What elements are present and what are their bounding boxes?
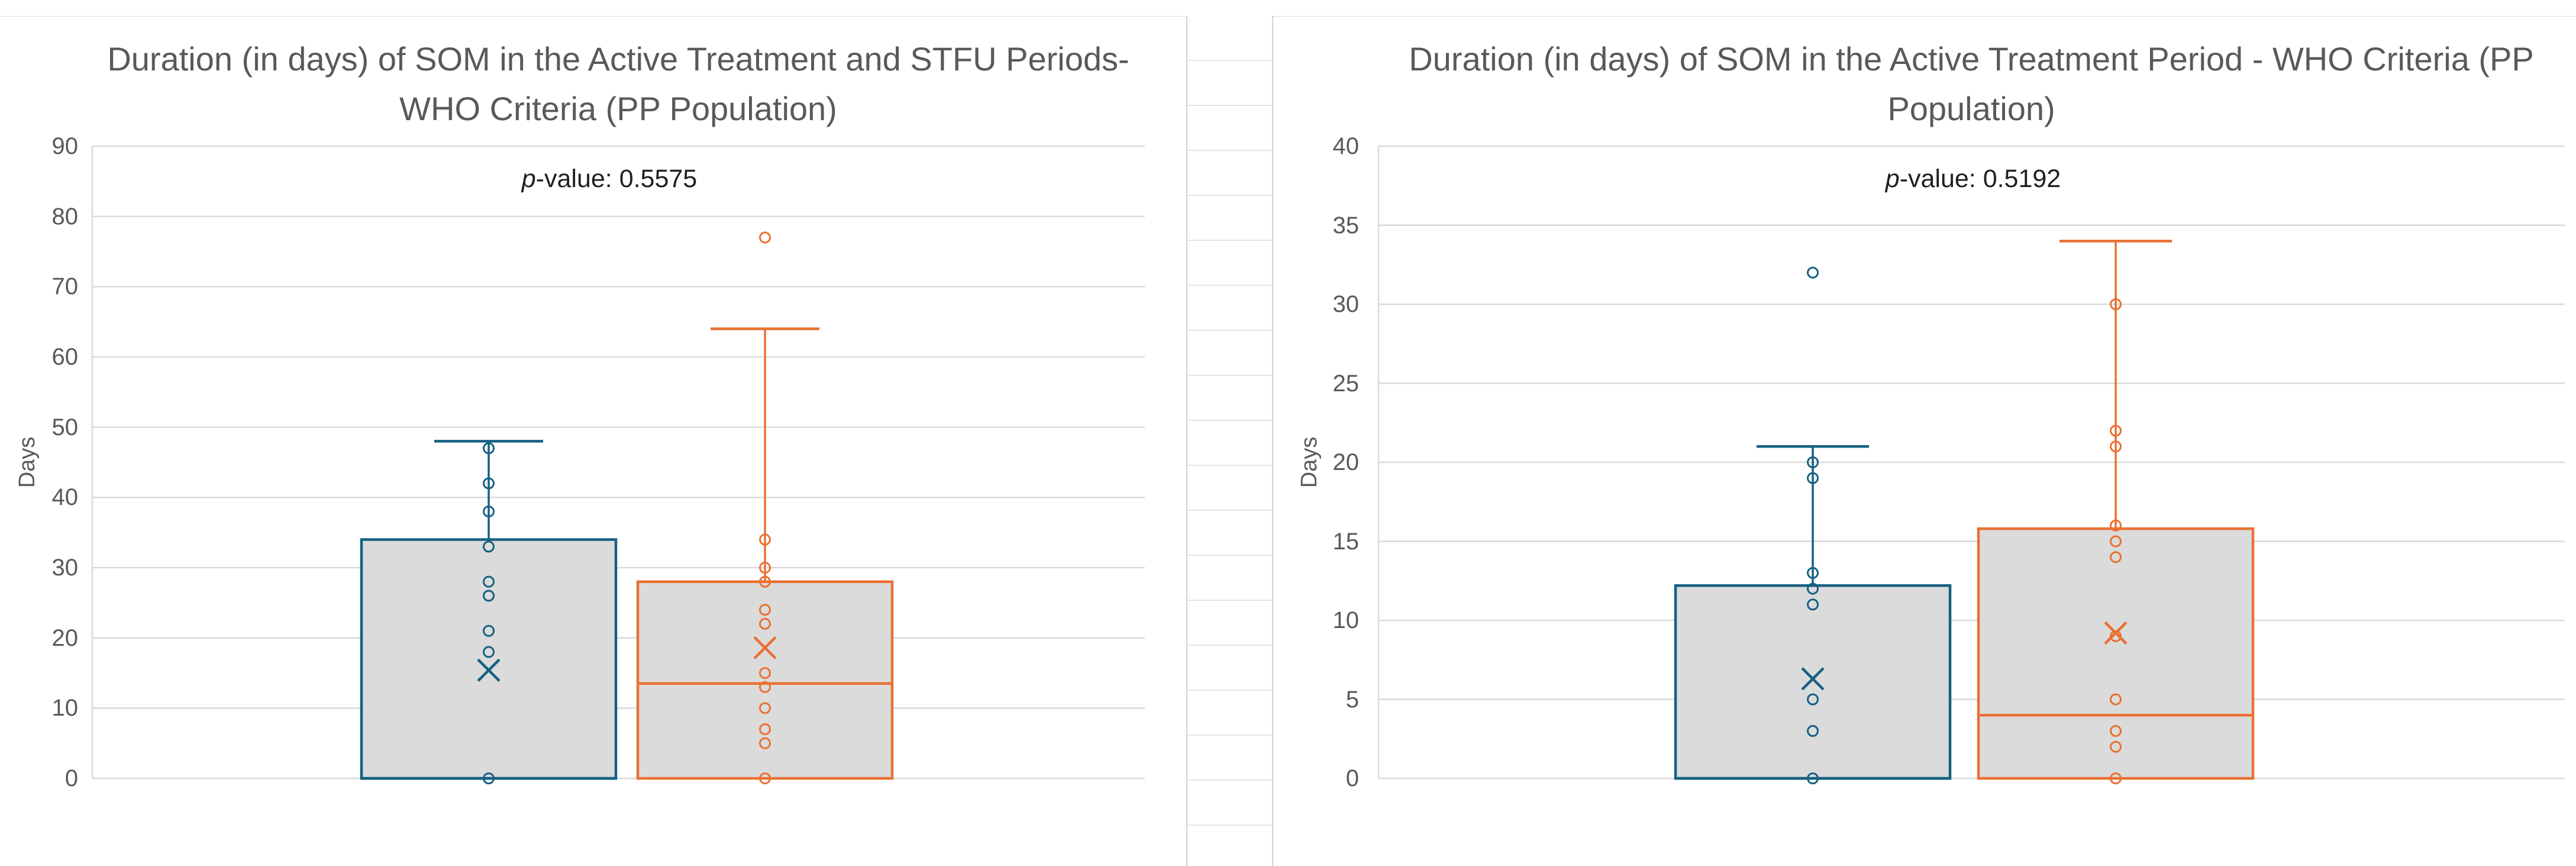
data-point bbox=[483, 442, 495, 455]
data-point bbox=[2110, 741, 2122, 753]
y-tick-label: 20 bbox=[1332, 449, 1360, 475]
data-point bbox=[483, 772, 495, 784]
p-value-annotation[interactable]: p-value: 0.5192 bbox=[1766, 165, 2180, 194]
data-point bbox=[1807, 725, 1819, 737]
data-point bbox=[759, 737, 771, 749]
y-tick-label: 30 bbox=[1332, 291, 1360, 317]
y-tick-label: 40 bbox=[51, 484, 79, 511]
mean-marker bbox=[477, 658, 501, 682]
data-point bbox=[1807, 472, 1819, 484]
data-point bbox=[759, 723, 771, 735]
data-point bbox=[483, 590, 495, 602]
data-point bbox=[1807, 266, 1819, 279]
data-point bbox=[759, 617, 771, 630]
spreadsheet-gap-column[interactable] bbox=[1186, 16, 1273, 866]
data-point bbox=[483, 477, 495, 490]
y-tick-label: 80 bbox=[51, 203, 79, 230]
data-point bbox=[483, 624, 495, 637]
box-rect bbox=[1674, 584, 1952, 780]
data-point bbox=[759, 772, 771, 784]
data-point bbox=[759, 533, 771, 546]
data-point bbox=[759, 562, 771, 574]
y-tick-label: 70 bbox=[51, 273, 79, 300]
data-point bbox=[2110, 693, 2122, 706]
p-value-text: -value: 0.5575 bbox=[535, 165, 698, 193]
y-tick-label: 0 bbox=[1345, 765, 1359, 791]
y-tick-label: 35 bbox=[1332, 212, 1360, 239]
data-point bbox=[759, 667, 771, 679]
data-point bbox=[759, 702, 771, 714]
data-point bbox=[2110, 298, 2122, 310]
data-point bbox=[1807, 456, 1819, 468]
y-tick-label: 0 bbox=[64, 765, 78, 791]
data-point bbox=[2110, 551, 2122, 564]
left-chart[interactable]: Duration (in days) of SOM in the Active … bbox=[0, 17, 1186, 866]
data-point bbox=[1807, 566, 1819, 579]
mean-marker bbox=[1801, 667, 1825, 691]
data-point bbox=[483, 506, 495, 518]
y-tick-label: 5 bbox=[1345, 686, 1359, 713]
plot-area bbox=[91, 145, 1145, 784]
data-point bbox=[759, 231, 771, 244]
y-tick-label: 10 bbox=[51, 695, 79, 722]
box-series-2[interactable] bbox=[1977, 239, 2255, 784]
data-point bbox=[2110, 440, 2122, 453]
y-tick-label: 30 bbox=[51, 555, 79, 581]
data-point bbox=[759, 604, 771, 616]
box-series-2[interactable] bbox=[636, 231, 894, 784]
data-point bbox=[1807, 772, 1819, 784]
y-tick-label: 20 bbox=[51, 624, 79, 651]
p-value-italic-p: p bbox=[1885, 165, 1900, 193]
data-point bbox=[1807, 582, 1819, 595]
y-tick-label: 90 bbox=[51, 133, 79, 159]
y-tick-label: 25 bbox=[1332, 370, 1360, 397]
p-value-italic-p: p bbox=[521, 165, 536, 193]
p-value-text: -value: 0.5192 bbox=[1899, 165, 2061, 193]
data-point bbox=[1807, 693, 1819, 706]
data-point bbox=[2110, 424, 2122, 437]
data-point bbox=[483, 575, 495, 588]
plot-area bbox=[1377, 145, 2565, 784]
data-point bbox=[483, 540, 495, 553]
data-point bbox=[759, 575, 771, 588]
y-tick-label: 10 bbox=[1332, 607, 1360, 633]
p-value-annotation[interactable]: p-value: 0.5575 bbox=[402, 165, 816, 194]
data-point bbox=[2110, 519, 2122, 532]
data-point bbox=[2110, 772, 2122, 784]
box-series-1[interactable] bbox=[360, 440, 618, 784]
y-tick-label: 60 bbox=[51, 344, 79, 370]
y-tick-label: 40 bbox=[1332, 133, 1360, 159]
right-chart[interactable]: Duration (in days) of SOM in the Active … bbox=[1275, 17, 2576, 866]
mean-marker bbox=[753, 636, 777, 659]
chart-title[interactable]: Duration (in days) of SOM in the Active … bbox=[1409, 40, 2534, 127]
data-point bbox=[1807, 598, 1819, 611]
y-tick-label: 50 bbox=[51, 414, 79, 440]
mean-marker bbox=[2104, 621, 2128, 645]
y-tick-label: 15 bbox=[1332, 528, 1360, 555]
data-point bbox=[2110, 535, 2122, 548]
data-point bbox=[483, 646, 495, 658]
box-rect bbox=[360, 538, 618, 780]
box-series-1[interactable] bbox=[1674, 266, 1952, 784]
chart-title[interactable]: Duration (in days) of SOM in the Active … bbox=[107, 40, 1129, 127]
data-point bbox=[2110, 725, 2122, 737]
data-point bbox=[759, 681, 771, 693]
